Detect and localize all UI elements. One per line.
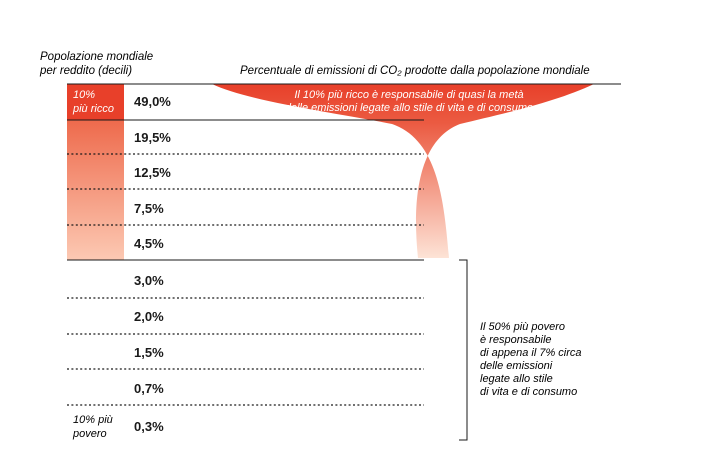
value-label: 49,0%: [134, 94, 171, 109]
y-axis-title-line-2: per reddito (decili): [39, 65, 132, 77]
value-label: 3,0%: [134, 273, 164, 288]
value-label: 0,3%: [134, 419, 164, 434]
value-label: 1,5%: [134, 345, 164, 360]
poorest-half-bracket: [459, 259, 468, 441]
value-label: 4,5%: [134, 236, 164, 251]
top-group-label-line-1: 10%: [73, 89, 95, 101]
bottom-group-label-line-1: 10% più: [73, 414, 113, 426]
bottom-annotation-line-1: Il 50% più povero: [480, 321, 565, 333]
top-group-label-line-2: più ricco: [72, 103, 114, 115]
y-axis-title-line-1: Popolazione mondiale: [40, 51, 153, 63]
bottom-group-label-line-2: povero: [72, 428, 107, 440]
bottom-annotation-line-2: è responsabile: [480, 334, 552, 346]
chart-title: Percentuale di emissioni di CO₂ prodotte…: [240, 65, 590, 77]
top-annotation-line-1: Il 10% più ricco è responsabile di quasi…: [294, 89, 523, 101]
bottom-annotation-line-4: delle emissioni: [480, 360, 553, 372]
bottom-annotation-line-3: di appena il 7% circa: [480, 347, 582, 359]
emissions-funnel: [212, 84, 594, 258]
value-label: 7,5%: [134, 201, 164, 216]
bottom-annotation-line-5: legate allo stile: [480, 373, 553, 385]
top-annotation-line-2: delle emissioni legate allo stile di vit…: [285, 102, 533, 114]
value-label: 0,7%: [134, 381, 164, 396]
value-label: 19,5%: [134, 130, 171, 145]
value-label: 12,5%: [134, 165, 171, 180]
bottom-annotation-line-6: di vita e di consumo: [480, 386, 577, 398]
decile-gradient-column: [67, 120, 124, 260]
top-decile-cell: [67, 84, 124, 120]
value-label: 2,0%: [134, 309, 164, 324]
